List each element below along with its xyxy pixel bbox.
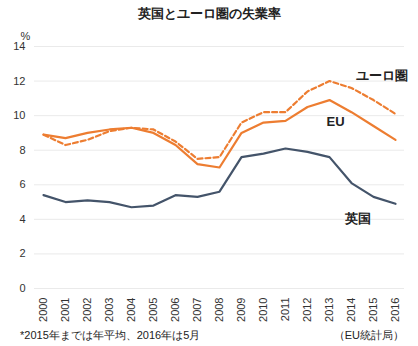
svg-text:14: 14 xyxy=(13,40,26,52)
svg-text:2007: 2007 xyxy=(191,298,203,322)
svg-text:ユーロ圏: ユーロ圏 xyxy=(356,68,408,83)
svg-text:0: 0 xyxy=(19,282,25,294)
svg-text:2014: 2014 xyxy=(345,298,357,322)
svg-text:2001: 2001 xyxy=(59,298,71,322)
svg-text:8: 8 xyxy=(19,144,25,156)
svg-text:4: 4 xyxy=(19,213,25,225)
svg-text:2006: 2006 xyxy=(169,298,181,322)
svg-text:%: % xyxy=(21,30,31,42)
html-text:英国とユーロ圏の失業率: 英国とユーロ圏の失業率 xyxy=(137,6,281,21)
svg-text:2: 2 xyxy=(19,247,25,259)
svg-text:2003: 2003 xyxy=(103,298,115,322)
svg-text:2002: 2002 xyxy=(81,298,93,322)
svg-text:2010: 2010 xyxy=(257,298,269,322)
svg-text:2015: 2015 xyxy=(367,298,379,322)
svg-text:英国: 英国 xyxy=(344,211,371,226)
svg-text:10: 10 xyxy=(13,109,25,121)
svg-text:2012: 2012 xyxy=(301,298,313,322)
svg-text:12: 12 xyxy=(13,75,25,87)
svg-text:2008: 2008 xyxy=(213,298,225,322)
svg-text:2016: 2016 xyxy=(389,298,401,322)
html-text:（EU統計局）: （EU統計局） xyxy=(333,329,404,341)
svg-text:2013: 2013 xyxy=(323,298,335,322)
svg-text:EU: EU xyxy=(326,114,344,129)
svg-text:2011: 2011 xyxy=(279,298,291,322)
svg-text:2004: 2004 xyxy=(125,298,137,322)
svg-text:2005: 2005 xyxy=(147,298,159,322)
html-text:*2015年までは年平均、2016年は5月: *2015年までは年平均、2016年は5月 xyxy=(20,329,201,341)
svg-text:2009: 2009 xyxy=(235,298,247,322)
svg-text:6: 6 xyxy=(19,178,25,190)
svg-text:2000: 2000 xyxy=(37,298,49,322)
